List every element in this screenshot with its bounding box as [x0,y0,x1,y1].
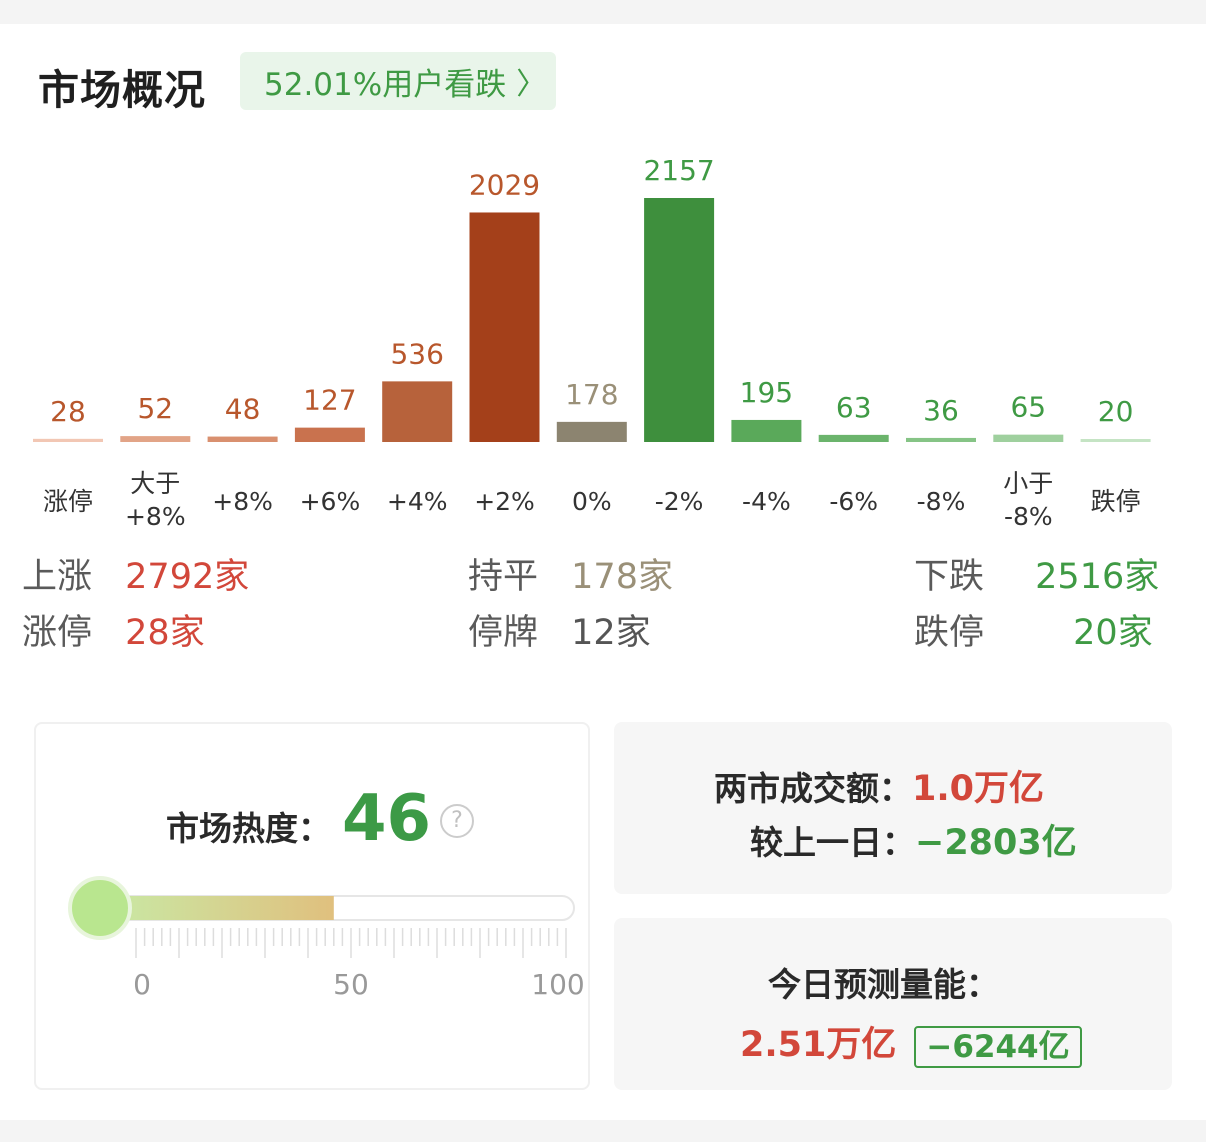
stat-halt: 停牌 12家 [468,613,651,653]
bar [469,212,540,442]
bar [993,434,1064,442]
turnover-panel: 两市成交额：1.0万亿 较上一日：−2803亿 [614,722,1172,894]
category-label: +4% [387,487,448,516]
bar-value-label: 195 [740,376,793,409]
stat-halt-value: 12家 [571,613,651,653]
page-title: 市场概况 [38,66,206,114]
category-label: -2% [655,487,704,516]
forecast-value: 2.51万亿 [740,1025,897,1065]
category-label: 0% [572,487,612,516]
gauge-fill [100,896,334,920]
heat-value: 46 [342,782,432,856]
bar-value-label: 178 [565,378,618,411]
turnover-diff-line: 较上一日：−2803亿 [750,814,1077,865]
stat-limit-up-value: 28家 [125,613,205,653]
bar [818,434,889,442]
stat-limit-up: 涨停 28家 [22,613,205,653]
category-label: -4% [742,487,791,516]
category-label: +2% [474,487,535,516]
category-label: -6% [829,487,878,516]
chevron-right-icon: 〉 [516,67,547,102]
stat-limit-down-value: 20家 [1073,613,1153,653]
bar [556,421,627,442]
stat-flat-value: 178家 [571,557,673,597]
gauge-ticks [135,928,567,958]
turnover-line: 两市成交额：1.0万亿 [714,760,1044,811]
category-label: 小于-8% [1003,469,1053,531]
bar [731,419,802,442]
bar [1080,439,1151,442]
bar-value-label: 20 [1098,395,1134,428]
bar-value-label: 52 [137,392,173,425]
category-label: 大于+8% [125,469,186,531]
category-label: -8% [917,487,966,516]
gauge-knob [68,876,132,940]
sentiment-button[interactable]: 52.01%用户看跌 〉 [240,52,556,110]
question-circle-icon[interactable]: ? [440,804,474,838]
heat-label: 市场热度： [166,809,331,848]
stat-flat: 持平 178家 [468,557,673,597]
bar-value-label: 2029 [469,168,540,201]
bar [294,427,365,442]
bar-value-label: 36 [923,394,959,427]
category-label: +6% [300,487,361,516]
turnover-diff-label: 较上一日： [750,823,915,862]
stat-down: 下跌 2516家 [914,557,1160,597]
turnover-value: 1.0万亿 [912,769,1045,809]
bar-value-label: 28 [50,395,86,428]
market-heat-panel: 市场热度： 46 ? 0 50 100 [34,722,590,1090]
stat-down-value: 2516家 [1035,557,1160,597]
bar [644,198,715,442]
stat-up-value: 2792家 [125,557,250,597]
gauge-tick-label: 50 [333,968,369,1001]
forecast-panel: 今日预测量能： 2.51万亿 −6244亿 [614,918,1172,1090]
bar-value-label: 63 [836,391,872,424]
turnover-label: 两市成交额： [714,769,912,808]
bar [33,438,103,442]
distribution-bar-chart: 28 涨停 52 大于+8% 48 +8% 127 +6% 536 +4% 2029 +2% 178 0%… [33,154,1151,531]
forecast-label: 今日预测量能： [768,965,999,1004]
stat-limit-down: 跌停 20家 [914,613,1153,653]
turnover-diff-value: −2803亿 [915,823,1077,863]
stat-up: 上涨 2792家 [22,557,250,597]
bar-value-label: 48 [225,393,261,426]
sentiment-label: 52.01%用户看跌 [264,66,507,103]
bar [207,436,278,442]
gauge-tick-label: 0 [133,968,151,1001]
bar-value-label: 2157 [643,154,714,187]
category-label: 跌停 [1091,487,1141,516]
gauge-tick-label: 100 [531,968,584,1001]
category-label: 涨停 [43,487,93,516]
forecast-line: 2.51万亿 −6244亿 [740,1016,1082,1068]
bar-value-label: 127 [303,384,356,417]
category-label: +8% [212,487,273,516]
bar [382,381,453,442]
bar [906,437,976,442]
bar-value-label: 65 [1010,391,1046,424]
bar [120,436,191,442]
heat-gauge: 0 50 100 [68,876,585,1001]
bar-value-label: 536 [390,337,443,370]
forecast-diff-badge: −6244亿 [914,1025,1082,1068]
